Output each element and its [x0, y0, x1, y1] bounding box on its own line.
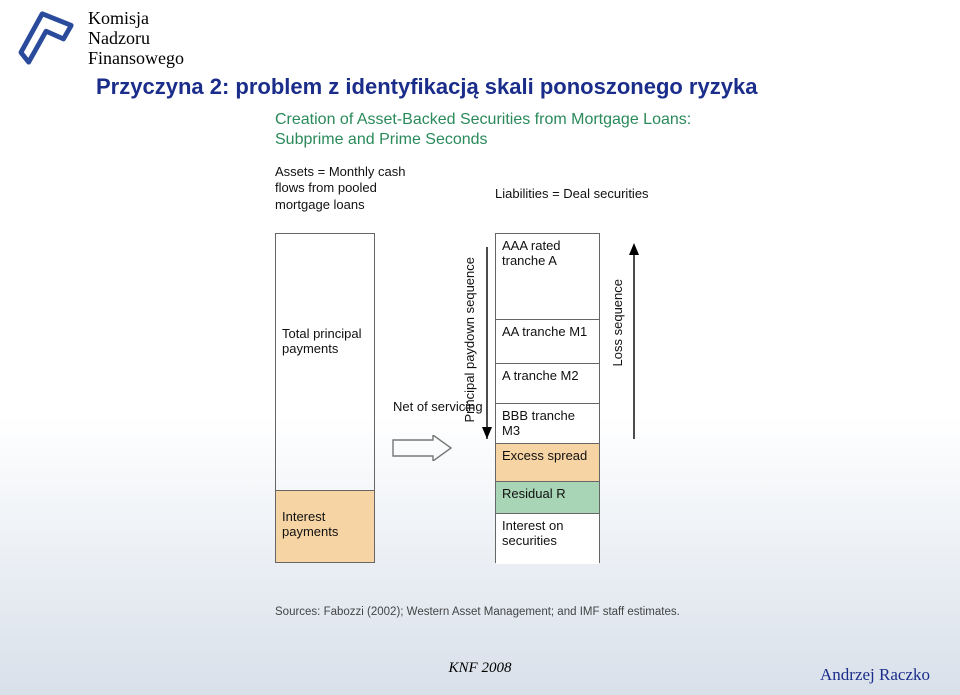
columns: Total principal payments Interest paymen… [275, 219, 705, 579]
tranche-row: A tranche M2 [496, 364, 599, 404]
total-principal-label: Total principal payments [282, 326, 374, 357]
loss-sequence-label: Loss sequence [610, 279, 625, 366]
tranche-row: Residual R [496, 482, 599, 514]
org-name: Komisja Nadzoru Finansowego [88, 8, 184, 68]
liabilities-column: AAA rated tranche AAA tranche M1A tranch… [495, 233, 600, 563]
tranche-row: Excess spread [496, 444, 599, 482]
tranche-row: BBB tranche M3 [496, 404, 599, 444]
assets-label: Assets = Monthly cash flows from pooled … [275, 164, 425, 213]
tranche-row: AA tranche M1 [496, 320, 599, 364]
footer-center: KNF 2008 [449, 660, 512, 677]
assets-column: Total principal payments Interest paymen… [275, 233, 375, 563]
sources-text: Sources: Fabozzi (2002); Western Asset M… [275, 605, 705, 619]
net-arrow-icon [391, 435, 453, 461]
org-line-3: Finansowego [88, 48, 184, 68]
knf-logo-icon [12, 8, 84, 66]
principal-arrow-icon [480, 241, 494, 441]
org-line-1: Komisja [88, 8, 184, 28]
org-line-2: Nadzoru [88, 28, 184, 48]
principal-sequence-label: Principal paydown sequence [462, 257, 477, 423]
tranche-row: Interest on securities [496, 514, 599, 564]
diagram: Creation of Asset-Backed Securities from… [275, 110, 705, 619]
header: Komisja Nadzoru Finansowego [0, 0, 960, 68]
liabilities-label: Liabilities = Deal securities [495, 186, 649, 201]
tranche-row: AAA rated tranche A [496, 234, 599, 320]
slide-title: Przyczyna 2: problem z identyfikacją ska… [96, 74, 960, 100]
chart-title: Creation of Asset-Backed Securities from… [275, 110, 705, 150]
loss-arrow-icon [627, 241, 641, 441]
footer-right: Andrzej Raczko [820, 665, 930, 685]
interest-payments-label: Interest payments [282, 509, 374, 540]
